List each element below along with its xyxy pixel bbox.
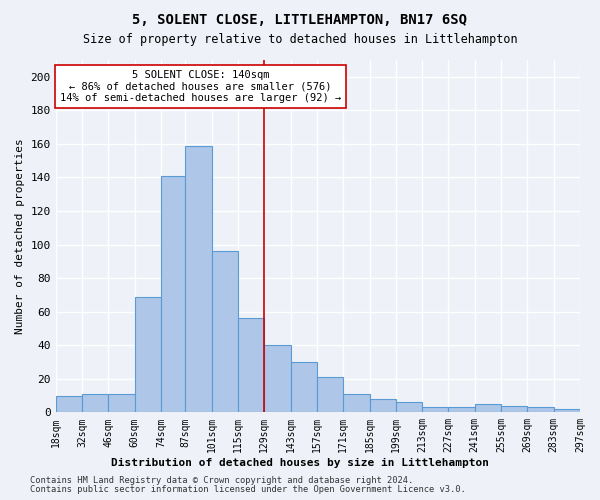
Bar: [501, 406, 527, 412]
Text: 5 SOLENT CLOSE: 140sqm
← 86% of detached houses are smaller (576)
14% of semi-de: 5 SOLENT CLOSE: 140sqm ← 86% of detached…: [60, 70, 341, 103]
Text: Distribution of detached houses by size in Littlehampton: Distribution of detached houses by size …: [111, 458, 489, 468]
Bar: [396, 402, 422, 412]
Bar: [238, 318, 264, 412]
Bar: [527, 408, 554, 412]
Bar: [290, 362, 317, 412]
Text: Size of property relative to detached houses in Littlehampton: Size of property relative to detached ho…: [83, 32, 517, 46]
Bar: [108, 394, 134, 412]
Bar: [317, 377, 343, 412]
Text: Contains public sector information licensed under the Open Government Licence v3: Contains public sector information licen…: [30, 485, 466, 494]
Bar: [185, 146, 212, 412]
Text: 5, SOLENT CLOSE, LITTLEHAMPTON, BN17 6SQ: 5, SOLENT CLOSE, LITTLEHAMPTON, BN17 6SQ: [133, 12, 467, 26]
Text: Contains HM Land Registry data © Crown copyright and database right 2024.: Contains HM Land Registry data © Crown c…: [30, 476, 413, 485]
Bar: [56, 396, 82, 412]
Bar: [161, 176, 185, 412]
Bar: [554, 409, 580, 412]
Bar: [448, 408, 475, 412]
Bar: [370, 399, 396, 412]
Bar: [134, 296, 161, 412]
Bar: [422, 408, 448, 412]
Bar: [343, 394, 370, 412]
Bar: [264, 346, 290, 412]
Bar: [475, 404, 501, 412]
Y-axis label: Number of detached properties: Number of detached properties: [15, 138, 25, 334]
Bar: [82, 394, 108, 412]
Bar: [212, 252, 238, 412]
